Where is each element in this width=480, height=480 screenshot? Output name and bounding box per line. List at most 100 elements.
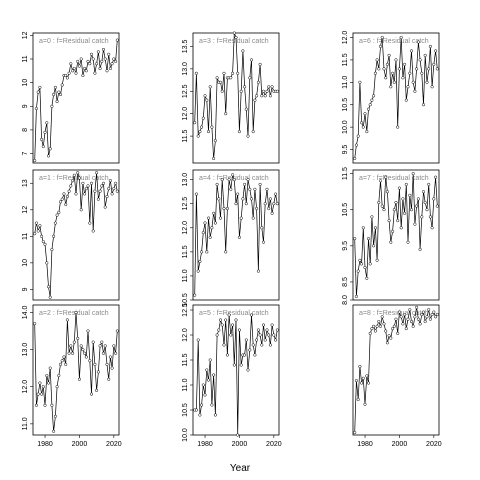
data-point <box>416 197 420 201</box>
data-point <box>89 181 94 185</box>
data-point <box>65 194 69 199</box>
data-point <box>95 388 99 392</box>
data-point <box>416 317 420 321</box>
data-point <box>409 208 414 212</box>
data-point <box>256 269 260 273</box>
data-point <box>101 47 106 52</box>
data-point <box>237 235 241 239</box>
data-point <box>86 59 90 63</box>
data-point <box>425 208 429 212</box>
data-point <box>215 333 219 337</box>
y-tick-label: 11.5 <box>342 53 349 66</box>
data-point <box>389 240 393 244</box>
data-point <box>196 134 200 138</box>
data-point <box>212 156 216 161</box>
data-point <box>34 221 38 225</box>
data-point <box>353 431 357 435</box>
y-tick-label: 12.0 <box>22 380 29 394</box>
data-point <box>76 336 80 340</box>
data-point <box>206 216 211 220</box>
data-point <box>258 62 262 66</box>
data-point <box>91 57 95 61</box>
data-point <box>432 310 436 314</box>
data-point <box>79 344 83 348</box>
y-tick-label: 13.5 <box>182 40 189 54</box>
data-point <box>62 355 66 359</box>
data-point <box>391 71 395 75</box>
data-point <box>251 130 255 134</box>
data-point <box>103 205 107 209</box>
data-point <box>391 327 395 331</box>
data-point <box>198 259 202 264</box>
series-line <box>194 314 278 436</box>
data-point <box>33 232 37 236</box>
data-point <box>435 204 439 208</box>
data-point <box>365 276 369 280</box>
data-point <box>411 80 415 84</box>
data-point <box>48 147 52 151</box>
data-point <box>234 318 238 322</box>
y-tick-label: 11.0 <box>22 417 29 430</box>
data-point <box>428 215 432 219</box>
data-point <box>231 71 235 75</box>
data-point <box>239 363 243 367</box>
data-point <box>108 66 112 71</box>
data-point <box>380 204 384 208</box>
data-point <box>241 49 245 53</box>
data-point <box>232 178 236 182</box>
y-tick-label: 10.5 <box>182 403 189 417</box>
data-point <box>363 112 367 116</box>
data-point <box>270 323 274 327</box>
data-point <box>377 319 381 324</box>
data-point <box>430 226 434 230</box>
data-point <box>421 103 426 107</box>
data-point <box>249 58 254 62</box>
data-point <box>220 178 224 182</box>
y-tick-label: 12 <box>22 206 29 214</box>
data-point <box>45 261 49 265</box>
data-point <box>430 312 434 317</box>
data-point <box>399 226 403 230</box>
data-point <box>406 85 410 89</box>
panel-a0: a=0 : f=Residual catch 7 8 9 10 11 12 <box>22 31 120 164</box>
data-point <box>258 182 262 186</box>
data-point <box>84 187 88 191</box>
data-point <box>229 333 233 337</box>
data-point <box>368 331 372 335</box>
data-point <box>231 173 235 177</box>
data-point <box>46 381 51 385</box>
data-point <box>48 295 52 299</box>
data-point <box>418 247 422 251</box>
y-tick-label: 10.5 <box>342 98 349 112</box>
data-point <box>60 359 64 363</box>
data-point <box>34 403 38 407</box>
data-point <box>107 187 111 191</box>
data-point <box>244 338 248 342</box>
data-point <box>64 362 68 366</box>
data-point <box>231 323 235 327</box>
data-point <box>46 154 51 158</box>
data-point <box>401 197 405 201</box>
data-point <box>246 178 250 182</box>
data-point <box>403 211 407 215</box>
data-point <box>58 200 63 204</box>
data-point <box>384 329 388 333</box>
data-point <box>249 197 254 201</box>
data-point <box>270 85 274 89</box>
data-point <box>43 130 47 134</box>
data-point <box>62 192 66 196</box>
data-point <box>57 374 61 378</box>
data-point <box>95 62 99 66</box>
y-tick-label: 11 <box>22 233 29 240</box>
y-tick-label: 9.5 <box>342 241 349 251</box>
data-point <box>385 341 389 345</box>
x-tick-label: 2020 <box>426 441 442 448</box>
data-point <box>251 216 255 220</box>
data-point <box>239 89 243 93</box>
plot-frame <box>32 304 120 436</box>
data-point <box>418 322 422 326</box>
data-point <box>243 353 247 357</box>
data-point <box>354 143 358 147</box>
data-point <box>255 94 259 98</box>
data-point <box>220 89 224 93</box>
